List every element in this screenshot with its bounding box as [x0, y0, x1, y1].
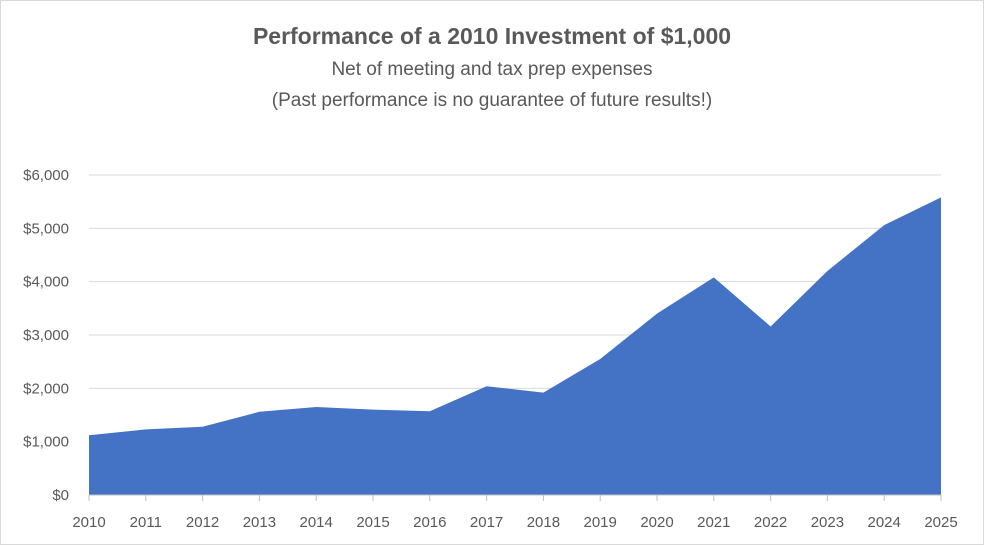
chart-title: Performance of a 2010 Investment of $1,0…: [252, 23, 732, 49]
x-tick-label: 2011: [130, 514, 162, 531]
x-tick-label: 2025: [924, 514, 957, 531]
x-tick-label: 2024: [868, 514, 901, 531]
x-tick-label: 2012: [186, 514, 219, 531]
y-tick-label: $3,000: [23, 327, 69, 344]
area-series: [89, 197, 941, 495]
x-tick-label: 2017: [470, 514, 503, 531]
x-tick-label: 2019: [584, 514, 617, 531]
x-tick-label: 2010: [72, 514, 105, 531]
x-tick-label: 2020: [640, 514, 673, 531]
x-tick-label: 2021: [697, 514, 730, 531]
x-tick-label: 2013: [243, 514, 276, 531]
y-tick-label: $4,000: [23, 274, 69, 291]
chart-subtitle: Net of meeting and tax prep expenses: [331, 59, 653, 80]
chart-note: (Past performance is no guarantee of fut…: [271, 90, 713, 111]
y-tick-label: $5,000: [23, 220, 69, 237]
x-tick-label: 2014: [300, 514, 333, 531]
chart-titles: Performance of a 2010 Investment of $1,0…: [1, 19, 983, 117]
y-tick-label: $6,000: [23, 167, 69, 184]
x-tick-label: 2018: [527, 514, 560, 531]
x-tick-label: 2015: [356, 514, 389, 531]
y-tick-label: $2,000: [23, 380, 69, 397]
x-tick-label: 2023: [811, 514, 844, 531]
y-tick-label: $1,000: [23, 434, 69, 451]
y-tick-label: $0: [52, 487, 69, 504]
x-tick-label: 2022: [754, 514, 787, 531]
x-tick-label: 2016: [413, 514, 446, 531]
